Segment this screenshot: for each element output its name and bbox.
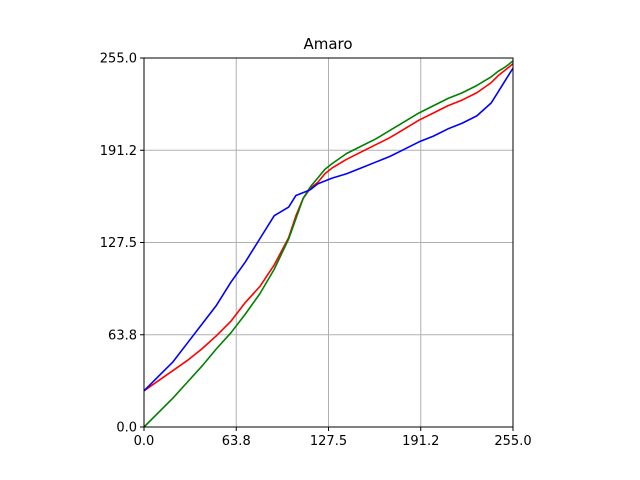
x-tick-label-0: 0.0 [134,434,155,449]
x-tick-label-4: 255.0 [494,434,531,449]
y-tick-label-2: 127.5 [100,236,137,251]
series-line-2 [143,67,514,392]
series-line-1 [143,60,514,428]
plot-area: 0.0 63.8 127.5 191.2 255.0 0.0 63.8 127.5 191.2 2… [100,52,532,450]
y-tick-label-3: 191.2 [100,144,137,159]
y-tick-label-1: 63.8 [108,328,137,343]
chart-title: Amaro [303,35,352,53]
y-tick-label-0: 0.0 [116,421,137,436]
y-tick-label-4: 255.0 [100,52,137,67]
x-tick-label-1: 63.8 [222,434,251,449]
series-line-0 [143,63,514,392]
x-tick-label-3: 191.2 [402,434,439,449]
x-tick-label-2: 127.5 [310,434,347,449]
